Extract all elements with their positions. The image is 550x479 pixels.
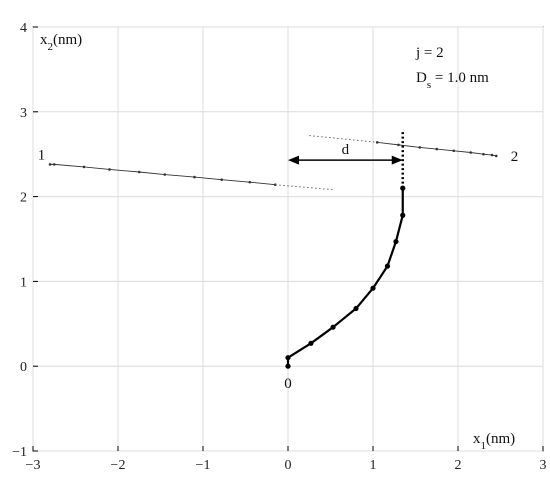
y-tick-label: −1 (12, 445, 27, 460)
x-tick-label: 2 (455, 458, 462, 473)
series-point (353, 305, 359, 312)
series-line-3 (309, 135, 378, 143)
series-point (220, 178, 223, 181)
ticks-layer: −3 −2 −1 0 1 2 3 −1 0 1 2 3 4 (12, 21, 546, 473)
d-distance-arrow (288, 155, 403, 165)
y-tick-label: 3 (20, 106, 27, 121)
y-tick-label: 1 (20, 275, 27, 290)
x-tick-label: −3 (26, 458, 41, 473)
y-axis-label: x2(nm) (40, 32, 82, 53)
y-tick-label: 4 (20, 21, 27, 36)
series-point (330, 324, 336, 330)
series-point (285, 355, 291, 361)
series-point (248, 180, 252, 184)
series-line-0 (286, 188, 404, 367)
d-arrow-head-left (288, 155, 299, 165)
series-point (494, 154, 498, 158)
point-label-1: 1 (38, 147, 46, 163)
x-tick-label: 3 (540, 458, 547, 473)
parameter-ds-annotation: Ds = 1.0 nm (416, 70, 489, 91)
series-point (400, 212, 406, 218)
series-point (482, 152, 485, 156)
point-label-0: 0 (284, 376, 292, 392)
series-point (435, 147, 439, 151)
x-tick-label: −1 (196, 458, 211, 473)
y-tick-label: 0 (20, 360, 27, 375)
d-arrow-head-right (391, 155, 403, 165)
series-point (490, 153, 494, 157)
series-point (285, 363, 291, 369)
series-point (418, 146, 422, 149)
x-tick-label: 1 (370, 458, 377, 473)
series-point (82, 165, 86, 169)
series-point (384, 263, 391, 269)
series-point (370, 285, 376, 291)
series-point (375, 141, 379, 144)
grid (32, 26, 544, 452)
series-layer (48, 131, 498, 369)
parameter-j-annotation: j = 2 (415, 45, 444, 61)
series-point (137, 170, 141, 174)
point-label-2: 2 (511, 149, 519, 165)
series-point (452, 149, 456, 153)
x-axis-label: x1(nm) (473, 431, 515, 452)
series-point (308, 340, 314, 346)
series-point (393, 238, 399, 245)
series-point (48, 163, 52, 166)
series-point (163, 173, 167, 176)
x-tick-label: −2 (111, 458, 126, 473)
x-tick-label: 0 (285, 458, 292, 473)
series-point (108, 168, 111, 171)
series-point (397, 143, 400, 147)
series-point (469, 151, 473, 154)
series-point (52, 163, 56, 166)
y-tick-label: 2 (20, 191, 27, 206)
series-point (193, 175, 196, 179)
series-line-2 (275, 184, 335, 191)
series-line-1 (50, 163, 276, 186)
d-label: d (342, 142, 350, 158)
